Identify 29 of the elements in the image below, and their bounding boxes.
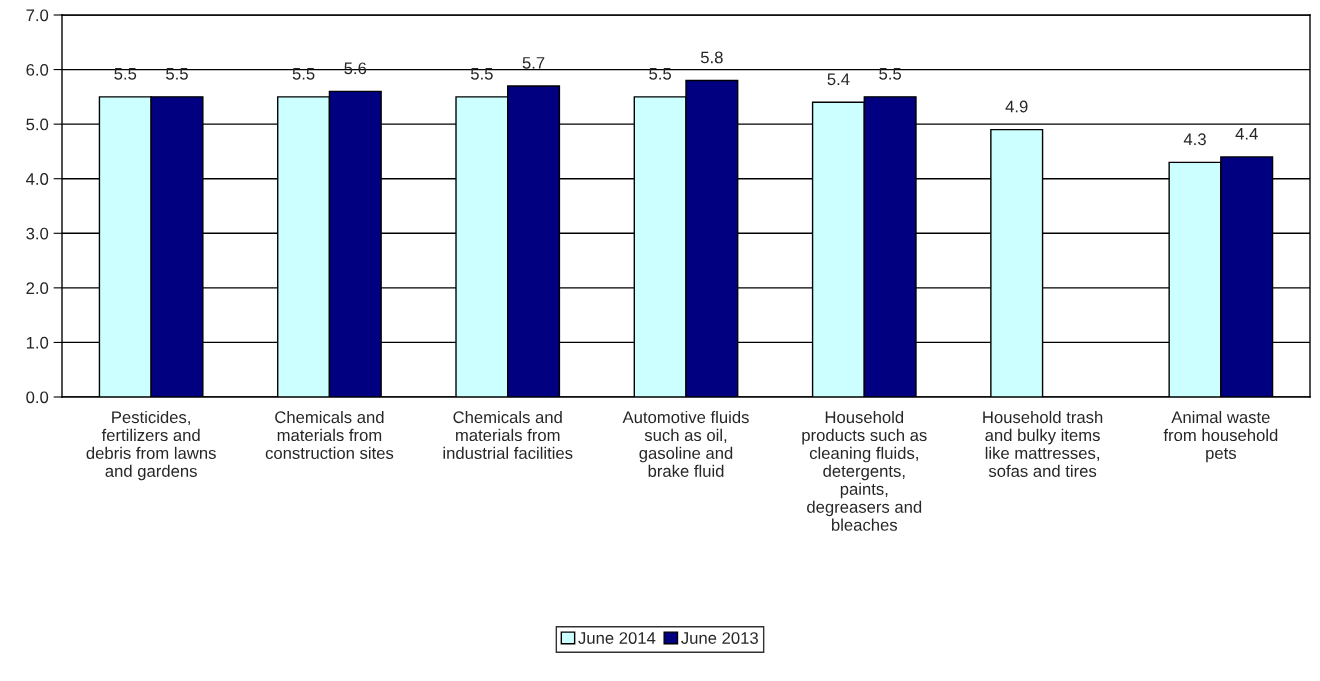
legend-label: June 2013 — [681, 632, 758, 644]
data-label: 4.3 — [1183, 133, 1206, 146]
y-tick-label: 7.0 — [26, 9, 49, 22]
data-label: 5.5 — [166, 68, 188, 80]
data-label: 5.4 — [827, 73, 850, 86]
x-tick-label: Household trash and bulky items like mattresses, sofas and tires — [983, 410, 1103, 477]
x-tick-label: Chemicals and materials from construction sites — [265, 410, 394, 460]
legend-label: June 2014 — [578, 632, 656, 644]
data-label: 5.5 — [292, 68, 315, 80]
data-label: 5.5 — [879, 68, 902, 80]
data-label: 4.9 — [1005, 100, 1028, 113]
data-label: 5.8 — [700, 51, 723, 64]
x-tick-label: Automotive fluids such as oil, gasoline and brake fluid — [622, 410, 749, 477]
x-tick-label: Pesticides, fertilizers and debris from lawns and gardens — [86, 410, 216, 481]
y-tick-label: 5.0 — [26, 118, 49, 131]
x-tick-label: Animal waste from household pets — [1163, 410, 1278, 463]
x-tick-label: Household products such as cleaning fluids, detergents, paints, degreasers and bleaches — [802, 410, 927, 531]
data-label: 5.5 — [470, 68, 493, 80]
x-tick-label: Chemicals and materials from industrial facilities — [443, 410, 573, 460]
y-tick-label: 4.0 — [26, 173, 49, 185]
y-tick-label: 1.0 — [26, 336, 49, 349]
y-tick-label: 0.0 — [26, 391, 49, 404]
data-label: 4.4 — [1235, 128, 1258, 140]
y-tick-label: 2.0 — [26, 282, 49, 295]
y-tick-label: 6.0 — [26, 63, 49, 76]
y-tick-label: 3.0 — [26, 227, 49, 240]
data-label: 5.5 — [114, 68, 137, 80]
data-label: 5.5 — [649, 68, 672, 80]
data-label: 5.7 — [522, 57, 545, 69]
